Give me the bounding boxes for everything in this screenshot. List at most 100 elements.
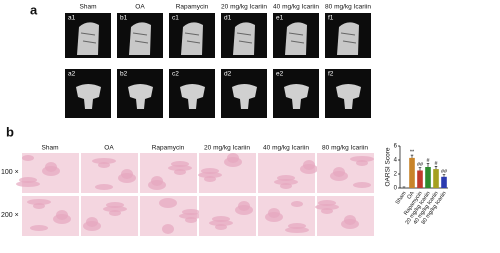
tissue <box>95 184 113 190</box>
y-tick-label: 6 <box>394 144 398 150</box>
tissue <box>350 156 374 162</box>
tissue <box>344 215 356 225</box>
bone <box>181 22 203 55</box>
panel-label: a <box>30 2 38 17</box>
significance: ** <box>410 150 415 156</box>
bone <box>77 22 99 55</box>
image-label: b2 <box>120 71 128 78</box>
tissue <box>238 201 250 211</box>
image-label: a2 <box>68 71 76 78</box>
tissue <box>162 224 174 234</box>
bar <box>425 167 431 188</box>
bone <box>129 22 151 55</box>
y-tick-label: 2 <box>394 172 398 178</box>
tissue <box>171 161 189 167</box>
tissue <box>227 153 239 163</box>
bone <box>233 22 255 55</box>
tissue <box>27 199 51 205</box>
y-tick-label: 0 <box>394 186 398 192</box>
tissue <box>288 223 306 229</box>
tissue <box>274 179 298 185</box>
bar <box>441 176 447 188</box>
tissue <box>151 176 163 186</box>
column-label: Sham <box>42 145 59 152</box>
bone-detail <box>184 32 201 44</box>
tissue <box>103 206 127 212</box>
tissue <box>353 182 371 188</box>
bone <box>285 22 307 55</box>
tissue <box>106 202 124 208</box>
tissue <box>268 208 280 218</box>
column-label: 40 mg/kg Icariin <box>263 145 309 152</box>
image-label: d2 <box>224 71 232 78</box>
tissue <box>209 220 233 226</box>
bone <box>180 84 205 109</box>
tissue <box>19 177 37 183</box>
bar <box>417 170 423 188</box>
tissue <box>277 175 295 181</box>
column-label: Sham <box>80 4 97 11</box>
tissue <box>315 204 339 210</box>
bone-detail <box>132 32 149 44</box>
y-tick-label: 4 <box>394 158 398 164</box>
bone <box>128 84 153 109</box>
bone <box>76 84 101 109</box>
bone-detail <box>288 32 305 44</box>
tissue <box>86 217 98 227</box>
tissue <box>92 158 116 164</box>
significance: ## <box>441 169 448 175</box>
panel-label: b <box>6 124 14 139</box>
tissue <box>303 160 315 170</box>
bar <box>433 169 439 188</box>
bone <box>232 84 257 109</box>
tissue <box>45 162 57 172</box>
x-tick-label: OA <box>406 190 416 200</box>
significance: ## <box>417 162 424 168</box>
column-label: 80 mg/kg Icariin <box>322 145 368 152</box>
image-label: d1 <box>224 15 232 22</box>
tissue <box>291 201 303 207</box>
column-label: 40 mg/kg Icariin <box>273 4 319 11</box>
bone-detail <box>236 32 253 44</box>
tissue <box>121 169 133 179</box>
image-label: a1 <box>68 15 76 22</box>
column-label: Rapamycin <box>176 4 209 11</box>
tissue <box>179 213 203 219</box>
column-label: 20 mg/kg Icariin <box>204 145 250 152</box>
bone <box>336 84 361 109</box>
tissue <box>159 198 177 208</box>
bar <box>401 187 407 188</box>
tissue <box>16 181 40 187</box>
row-label: 200 × <box>1 212 19 219</box>
tissue <box>22 155 34 161</box>
tissue <box>168 165 192 171</box>
tissue <box>201 168 219 174</box>
tissue <box>285 227 309 233</box>
image-label: e1 <box>276 15 284 22</box>
y-axis-label: OARSI Score <box>385 147 392 186</box>
significance: # <box>426 158 430 164</box>
tissue <box>318 200 336 206</box>
image-label: f1 <box>328 15 334 22</box>
column-label: 80 mg/kg Icariin <box>325 4 371 11</box>
tissue <box>182 209 200 215</box>
image-label: c1 <box>172 15 179 22</box>
bar <box>409 157 415 188</box>
image-label: f2 <box>328 71 334 78</box>
tissue <box>198 172 222 178</box>
bone-detail <box>80 32 97 44</box>
image-label: e2 <box>276 71 284 78</box>
tissue <box>333 167 345 177</box>
tissue <box>56 210 68 220</box>
image-label: b1 <box>120 15 128 22</box>
image-label: c2 <box>172 71 179 78</box>
row-label: 100 × <box>1 169 19 176</box>
bone <box>337 22 359 55</box>
column-label: OA <box>135 4 145 11</box>
histology-image <box>140 153 197 193</box>
significance: # <box>434 161 438 167</box>
column-label: OA <box>104 145 114 152</box>
bone-detail <box>340 32 357 44</box>
tissue <box>30 225 48 231</box>
